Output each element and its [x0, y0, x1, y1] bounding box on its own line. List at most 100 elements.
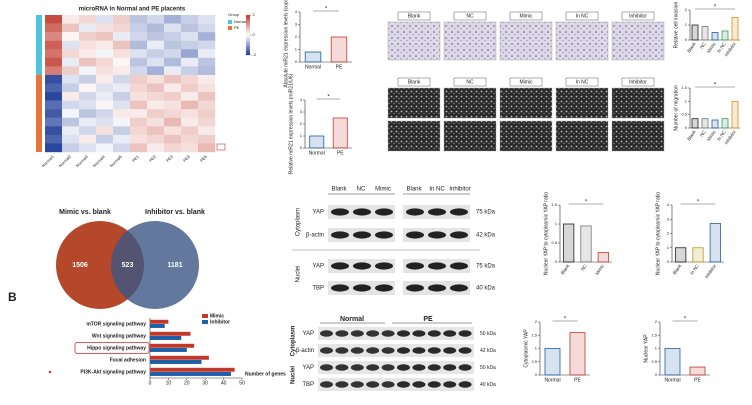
bar — [701, 26, 709, 41]
y-tick-label: 4 — [300, 97, 303, 102]
heatmap-cell — [198, 134, 216, 144]
y-tick-label: 1 — [685, 98, 688, 103]
blot-band — [375, 208, 393, 216]
blot-band — [450, 262, 468, 270]
color-scale-step — [246, 49, 250, 52]
blot-strip — [318, 344, 474, 357]
color-scale-step — [246, 29, 250, 32]
y-tick-label: 0 — [300, 145, 303, 150]
blot-band — [397, 364, 410, 371]
bar — [711, 119, 719, 129]
color-scale-step — [246, 21, 250, 24]
heatmap-cell — [96, 15, 114, 24]
heatmap-cell — [164, 83, 182, 93]
heatmap-cell — [79, 143, 97, 153]
y-tick-label: 2 — [667, 231, 670, 236]
micrograph — [443, 87, 497, 119]
image-label: Inhibitor — [629, 79, 647, 85]
heatmap-cell — [45, 83, 63, 93]
image-label-box — [397, 77, 431, 87]
heatmap-cell — [79, 83, 97, 93]
significance-label: * — [714, 5, 717, 11]
x-tick-label: Inhibitor — [704, 263, 718, 279]
heatmap-cell — [62, 134, 80, 144]
venn-count: 1506 — [72, 262, 88, 269]
heatmap-cell — [147, 100, 165, 110]
y-axis-label: Nuclear YAP to cytoplasmic YAP ratio — [543, 192, 549, 275]
heatmap-cell — [181, 109, 199, 118]
heatmap-cell — [198, 143, 216, 153]
heatmap-cell — [113, 117, 131, 127]
heatmap-cell — [62, 100, 80, 110]
heatmap-cell — [45, 134, 63, 144]
blot-band — [375, 284, 393, 292]
blot-band — [427, 330, 441, 337]
color-scale-step — [246, 15, 250, 18]
color-scale-step — [246, 37, 250, 40]
blot-band — [335, 347, 349, 354]
bar — [150, 324, 165, 328]
heatmap-cell — [113, 74, 131, 84]
blot-band — [381, 381, 395, 388]
heatmap-cell — [45, 143, 63, 153]
heatmap-cell — [181, 49, 199, 59]
heatmap-cell — [164, 92, 182, 101]
legend-label: Inhibitor — [210, 319, 230, 325]
heatmap-cell — [147, 109, 165, 118]
y-tick-label: PI3K-Akt signaling pathway — [80, 369, 146, 375]
bar — [304, 51, 322, 63]
x-tick-label: 30 — [202, 380, 208, 386]
x-tick-label: Mimic — [706, 41, 717, 54]
legend-label: Mimic — [210, 313, 224, 319]
x-tick-label: In NC — [716, 41, 727, 54]
y-tick-label: 2 — [295, 34, 298, 39]
heatmap-cell — [164, 109, 182, 118]
x-tick-label: Blank — [672, 263, 683, 276]
heatmap-cell — [96, 32, 114, 41]
heatmap-cell — [130, 92, 148, 101]
size-label: 75 kDa — [476, 264, 496, 270]
compartment-label: Nuclei — [291, 366, 297, 384]
y-axis-label: Nuclear YAP — [643, 334, 649, 363]
marker-dot — [48, 370, 52, 374]
heatmap-cell — [130, 32, 148, 41]
image-label: Mimic — [519, 79, 533, 85]
heatmap-cell — [164, 134, 182, 144]
bar — [691, 24, 699, 41]
blot-band — [406, 231, 424, 239]
blot-band — [428, 284, 446, 292]
image-label: NC — [466, 79, 474, 85]
blot-band — [428, 262, 446, 270]
micrograph — [611, 120, 665, 152]
bar — [675, 247, 687, 263]
heatmap-cell — [113, 15, 131, 24]
heatmap-cell — [62, 92, 80, 101]
protein-label: TBP — [312, 286, 324, 292]
heatmap-cell — [198, 32, 216, 41]
image-label-box — [565, 77, 599, 87]
blot-band — [450, 208, 468, 216]
color-scale-step — [246, 33, 250, 36]
heatmap-cell — [96, 74, 114, 84]
heatmap-cell — [96, 92, 114, 101]
heatmap-cell — [181, 100, 199, 110]
heatmap-cell — [164, 40, 182, 50]
y-tick-label: 0 — [685, 125, 688, 130]
heatmap-cell — [198, 49, 216, 59]
color-scale-step — [246, 25, 250, 28]
y-tick-label: 0 — [555, 259, 558, 264]
significance-label: * — [585, 200, 588, 206]
blot-band — [350, 381, 364, 388]
heatmap-cell — [130, 74, 148, 84]
blot-strip — [318, 327, 474, 340]
blot-band — [450, 231, 468, 239]
color-scale-step — [246, 19, 250, 22]
y-tick-label: 2 — [655, 319, 658, 324]
blot-band — [331, 284, 349, 292]
bar — [150, 360, 202, 364]
heatmap-cell — [113, 126, 131, 136]
heatmap-cell — [130, 23, 148, 33]
bar — [689, 366, 706, 376]
y-tick-label: 1 — [555, 221, 558, 226]
heatmap-cell — [147, 23, 165, 33]
